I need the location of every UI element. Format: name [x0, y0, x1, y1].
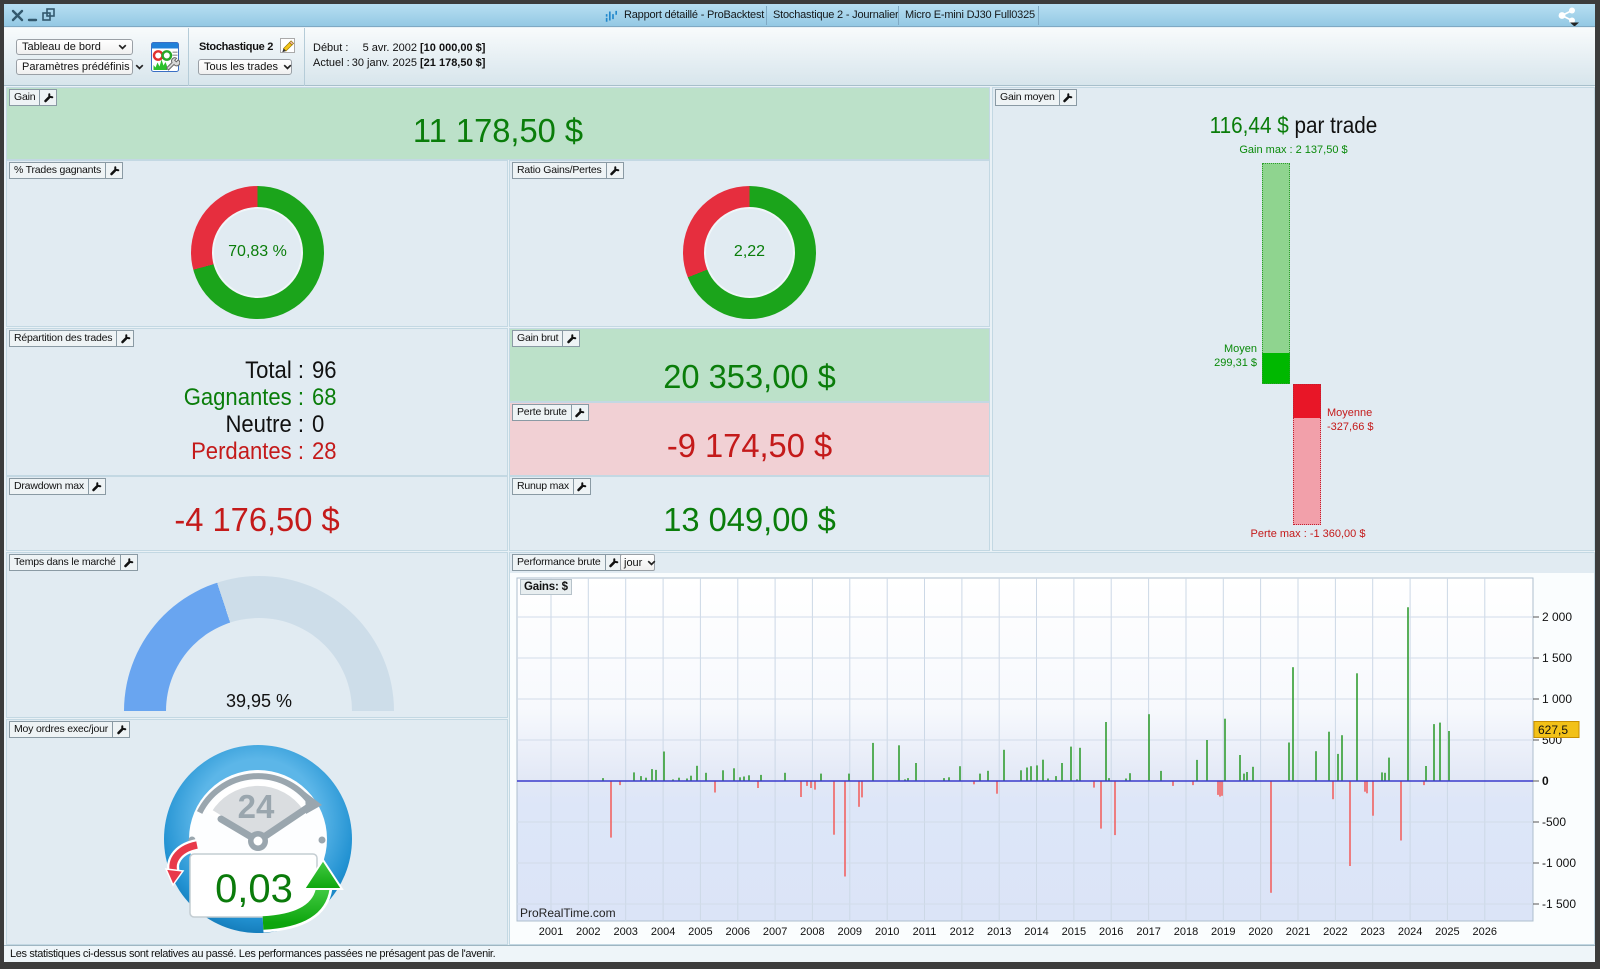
svg-text:2001: 2001: [539, 926, 563, 938]
svg-text:2012: 2012: [950, 926, 974, 938]
svg-text:2022: 2022: [1323, 926, 1347, 938]
svg-text:2007: 2007: [763, 926, 787, 938]
svg-text:2018: 2018: [1174, 926, 1198, 938]
svg-text:2006: 2006: [726, 926, 750, 938]
svg-text:2021: 2021: [1286, 926, 1310, 938]
svg-text:2023: 2023: [1360, 926, 1384, 938]
svg-text:2015: 2015: [1062, 926, 1086, 938]
svg-text:2017: 2017: [1136, 926, 1160, 938]
svg-text:2002: 2002: [576, 926, 600, 938]
svg-text:2020: 2020: [1248, 926, 1272, 938]
svg-text:2009: 2009: [838, 926, 862, 938]
svg-text:1 500: 1 500: [1542, 651, 1572, 665]
svg-text:2013: 2013: [987, 926, 1011, 938]
svg-text:2005: 2005: [688, 926, 712, 938]
svg-text:2003: 2003: [613, 926, 637, 938]
svg-text:24: 24: [238, 788, 275, 825]
svg-text:2010: 2010: [875, 926, 899, 938]
svg-text:0: 0: [1542, 774, 1549, 788]
svg-text:2024: 2024: [1398, 926, 1422, 938]
svg-text:-1 500: -1 500: [1542, 897, 1576, 911]
svg-text:2016: 2016: [1099, 926, 1123, 938]
svg-text:2 000: 2 000: [1542, 610, 1572, 624]
svg-text:-500: -500: [1542, 815, 1566, 829]
svg-text:0,03: 0,03: [215, 867, 293, 911]
svg-text:2026: 2026: [1473, 926, 1497, 938]
svg-text:2004: 2004: [651, 926, 675, 938]
svg-text:2014: 2014: [1024, 926, 1048, 938]
svg-text:2008: 2008: [800, 926, 824, 938]
svg-text:-1 000: -1 000: [1542, 856, 1576, 870]
svg-text:627,5: 627,5: [1538, 723, 1568, 737]
svg-text:1 000: 1 000: [1542, 692, 1572, 706]
svg-text:2011: 2011: [913, 926, 937, 938]
svg-text:2025: 2025: [1435, 926, 1459, 938]
svg-text:2019: 2019: [1211, 926, 1235, 938]
